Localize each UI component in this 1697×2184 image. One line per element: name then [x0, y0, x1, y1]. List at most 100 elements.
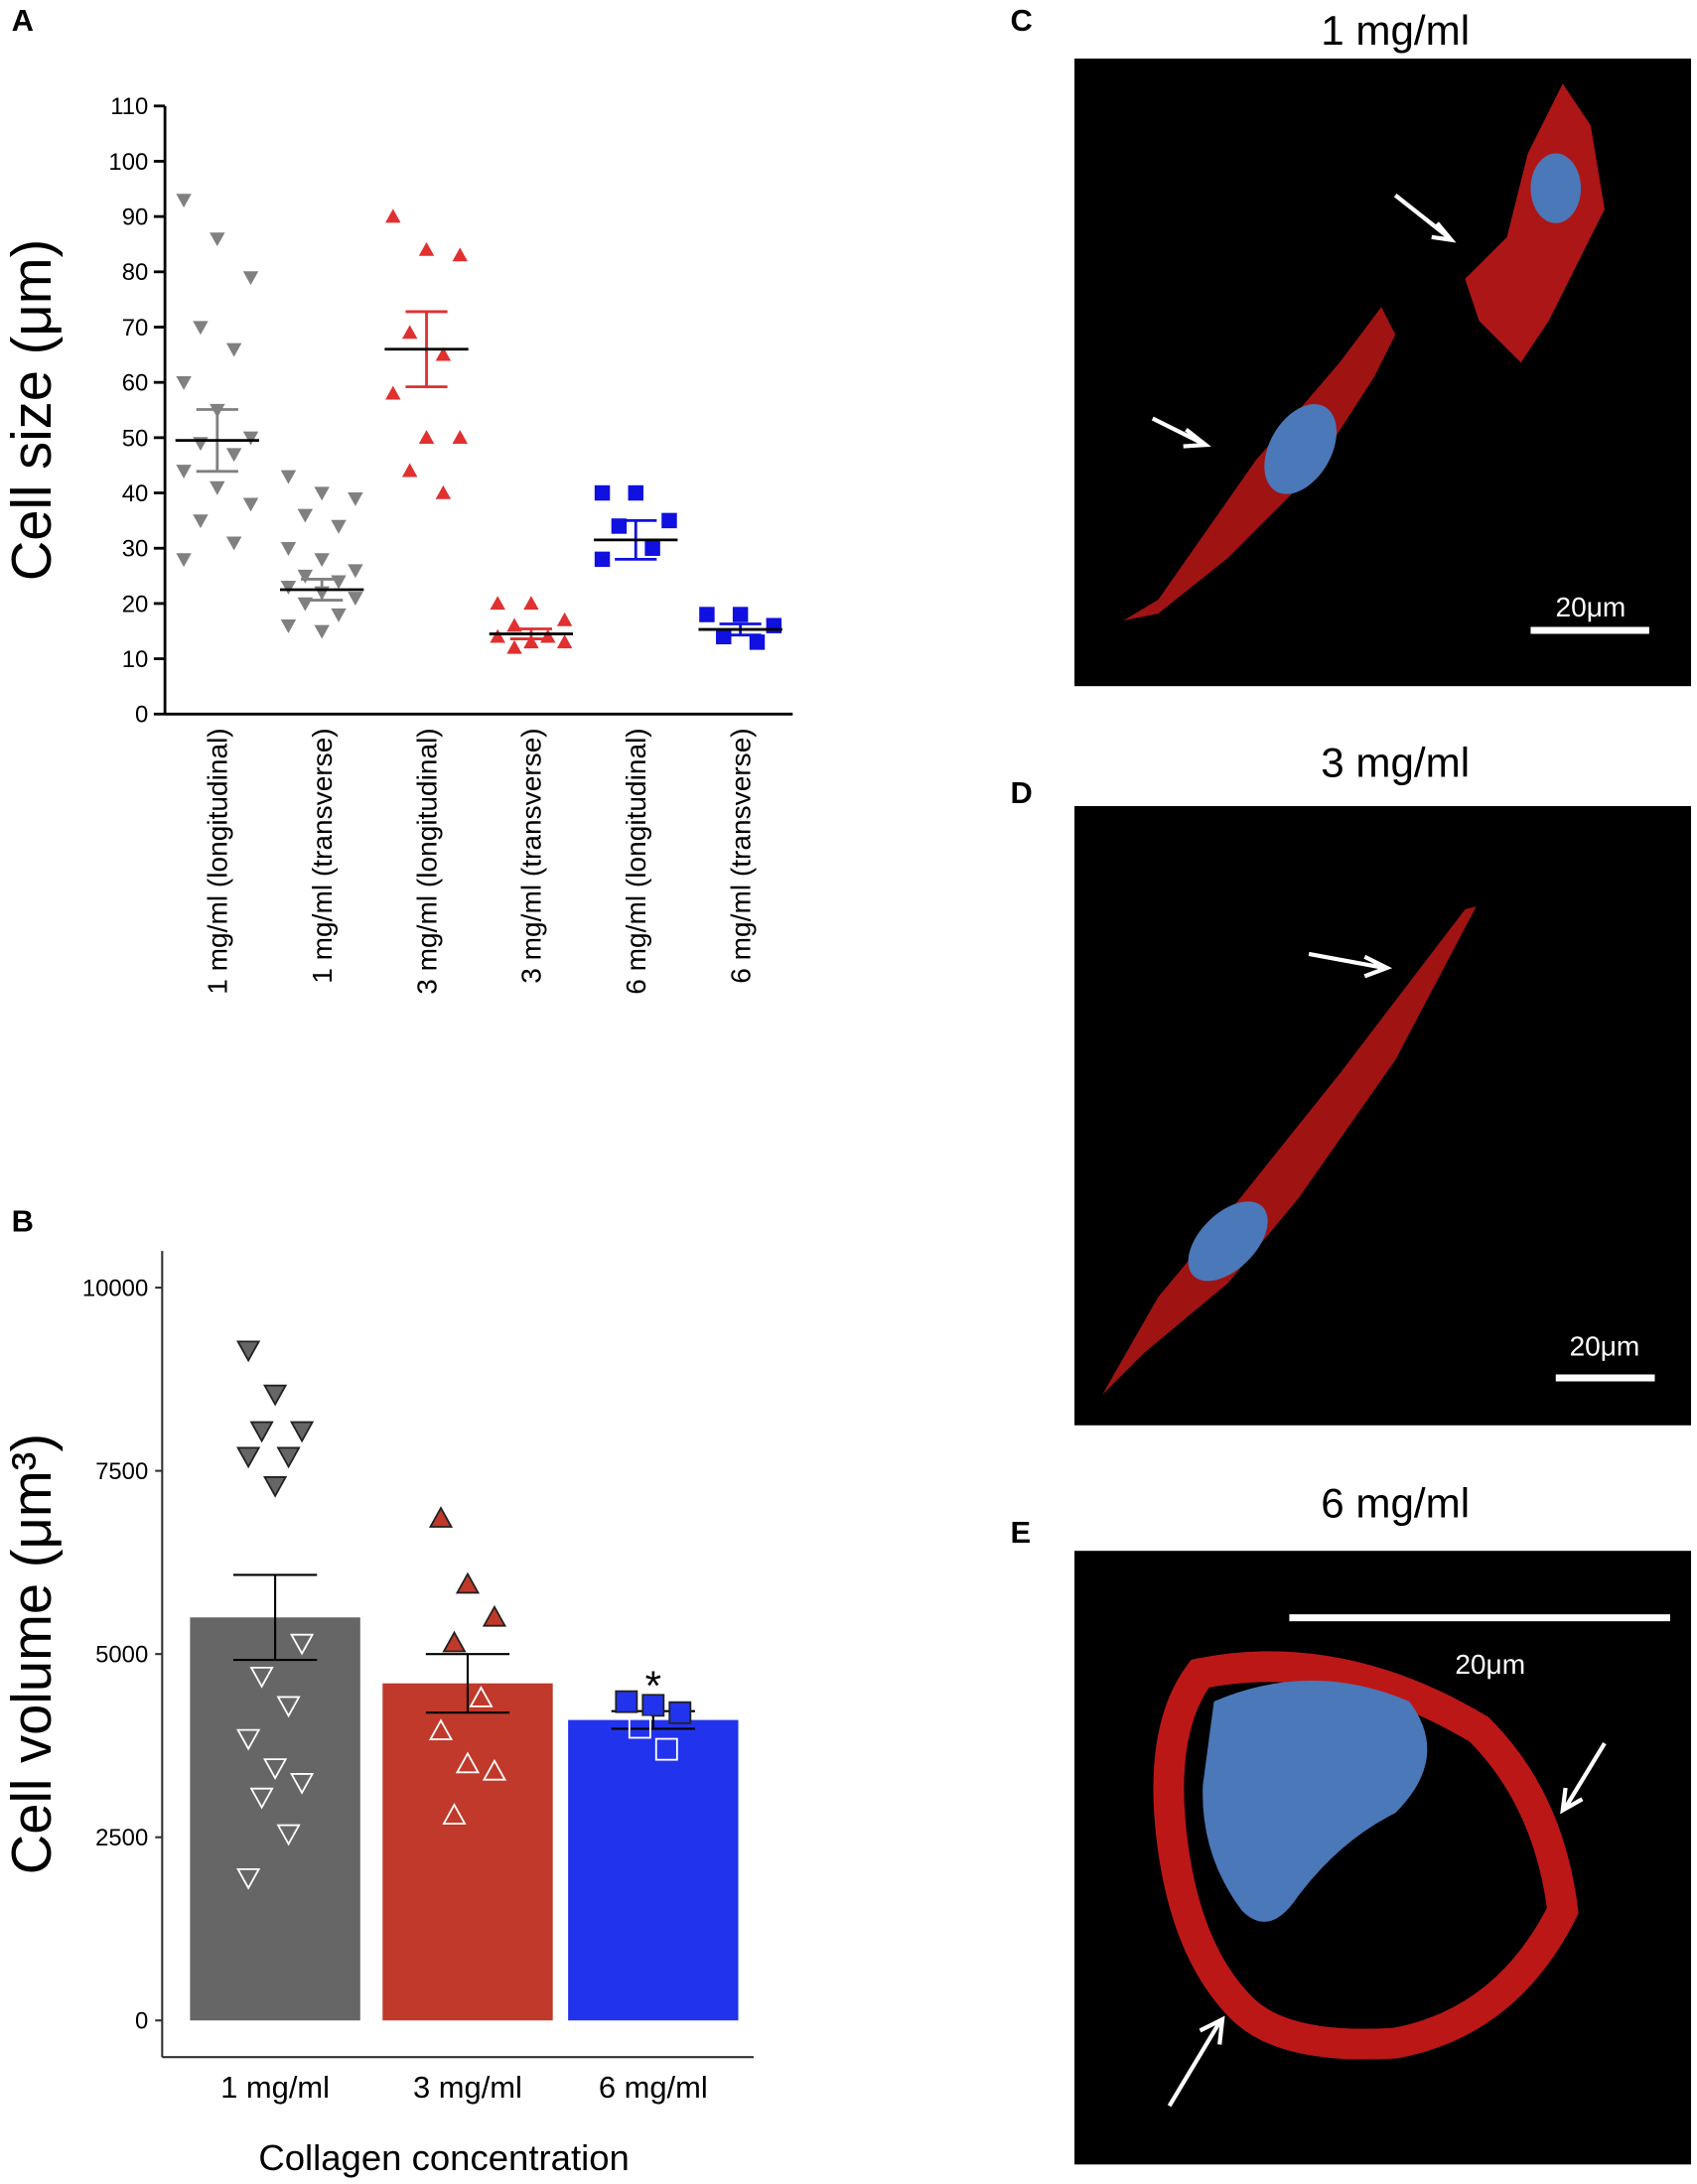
point	[442, 1803, 467, 1825]
point	[644, 540, 660, 556]
point	[428, 1718, 454, 1741]
point	[401, 463, 418, 478]
x-tick-label: 6 mg/ml (transverse)	[725, 728, 756, 983]
y-tick-label: 0	[135, 2008, 148, 2035]
point	[469, 1686, 494, 1707]
point	[435, 484, 452, 499]
point	[331, 608, 347, 622]
point	[225, 536, 242, 551]
micrograph	[1074, 1551, 1692, 2165]
panel-label: E	[1010, 1515, 1031, 1550]
point	[236, 1728, 261, 1751]
y-tick-label: 100	[108, 149, 148, 176]
point	[401, 325, 418, 340]
point	[615, 1690, 638, 1713]
y-tick-label: 90	[122, 205, 149, 231]
point	[452, 247, 468, 262]
scale-label: 20μm	[1455, 1649, 1525, 1680]
y-tick-label: 110	[110, 93, 148, 120]
point	[236, 1446, 261, 1469]
point	[280, 581, 297, 595]
y-axis-label: Cell size (μm)	[0, 239, 63, 582]
point	[242, 431, 259, 446]
point	[249, 1421, 274, 1443]
point	[385, 208, 401, 223]
y-tick-label: 2500	[95, 1825, 148, 1851]
panel-label: D	[1010, 775, 1032, 810]
point	[749, 634, 766, 650]
point	[314, 553, 330, 568]
point	[176, 465, 192, 479]
x-tick-label: 6 mg/ml	[599, 2070, 708, 2105]
point	[661, 512, 677, 529]
point	[236, 1340, 261, 1363]
point	[455, 1571, 481, 1594]
point	[523, 634, 539, 649]
y-tick-label: 0	[135, 702, 148, 729]
point	[225, 342, 242, 357]
point	[641, 1694, 665, 1717]
point	[654, 1737, 678, 1761]
point	[435, 346, 452, 361]
point	[668, 1701, 692, 1724]
bar	[190, 1617, 360, 2021]
point	[249, 1787, 274, 1810]
point	[594, 484, 611, 501]
point	[482, 1758, 507, 1781]
point	[289, 1772, 315, 1795]
x-axis-label: Collagen concentration	[258, 2137, 630, 2178]
bar	[568, 1719, 739, 2021]
x-tick-label: 3 mg/ml (longitudinal)	[411, 728, 442, 994]
point	[455, 1751, 481, 1774]
point	[225, 448, 242, 463]
x-tick-label: 1 mg/ml (longitudinal)	[203, 728, 233, 994]
panel-label: C	[1010, 3, 1032, 38]
point	[716, 628, 732, 645]
y-tick-label: 10	[122, 646, 149, 673]
y-tick-label: 30	[122, 536, 149, 563]
annotation: *	[645, 1662, 661, 1708]
x-tick-label: 1 mg/ml (transverse)	[307, 728, 338, 983]
point	[176, 553, 192, 568]
image-title: 6 mg/ml	[1321, 1479, 1470, 1526]
point	[594, 551, 611, 568]
point	[628, 1715, 651, 1739]
point	[280, 542, 297, 556]
point	[732, 607, 749, 622]
bar	[382, 1683, 553, 2021]
x-tick-label: 1 mg/ml	[220, 2070, 330, 2105]
point	[280, 619, 297, 633]
point	[699, 607, 715, 622]
y-tick-label: 7500	[95, 1458, 148, 1485]
scale-label: 20μm	[1570, 1331, 1640, 1362]
point	[297, 569, 314, 584]
point	[193, 514, 209, 529]
point	[385, 385, 401, 400]
y-tick-label: 50	[122, 425, 149, 452]
point	[452, 430, 468, 445]
point	[242, 497, 259, 512]
point	[314, 624, 330, 639]
y-tick-label: 5000	[95, 1642, 148, 1669]
point	[766, 617, 782, 633]
point	[280, 470, 297, 484]
point	[611, 518, 628, 534]
point	[442, 1630, 467, 1653]
point	[263, 1384, 288, 1407]
point	[428, 1506, 454, 1528]
error-bar	[425, 1653, 510, 1714]
point	[348, 564, 363, 579]
point	[210, 232, 225, 247]
micrograph	[1074, 806, 1692, 1426]
panel-label: A	[12, 3, 34, 38]
point	[348, 592, 363, 607]
image-title: 1 mg/ml	[1321, 7, 1470, 54]
point	[523, 596, 539, 611]
point	[331, 575, 347, 590]
y-tick-label: 70	[122, 315, 149, 341]
point	[490, 628, 505, 643]
x-tick-label: 3 mg/ml (transverse)	[516, 728, 547, 983]
point	[242, 271, 259, 286]
y-tick-label: 40	[122, 480, 149, 507]
